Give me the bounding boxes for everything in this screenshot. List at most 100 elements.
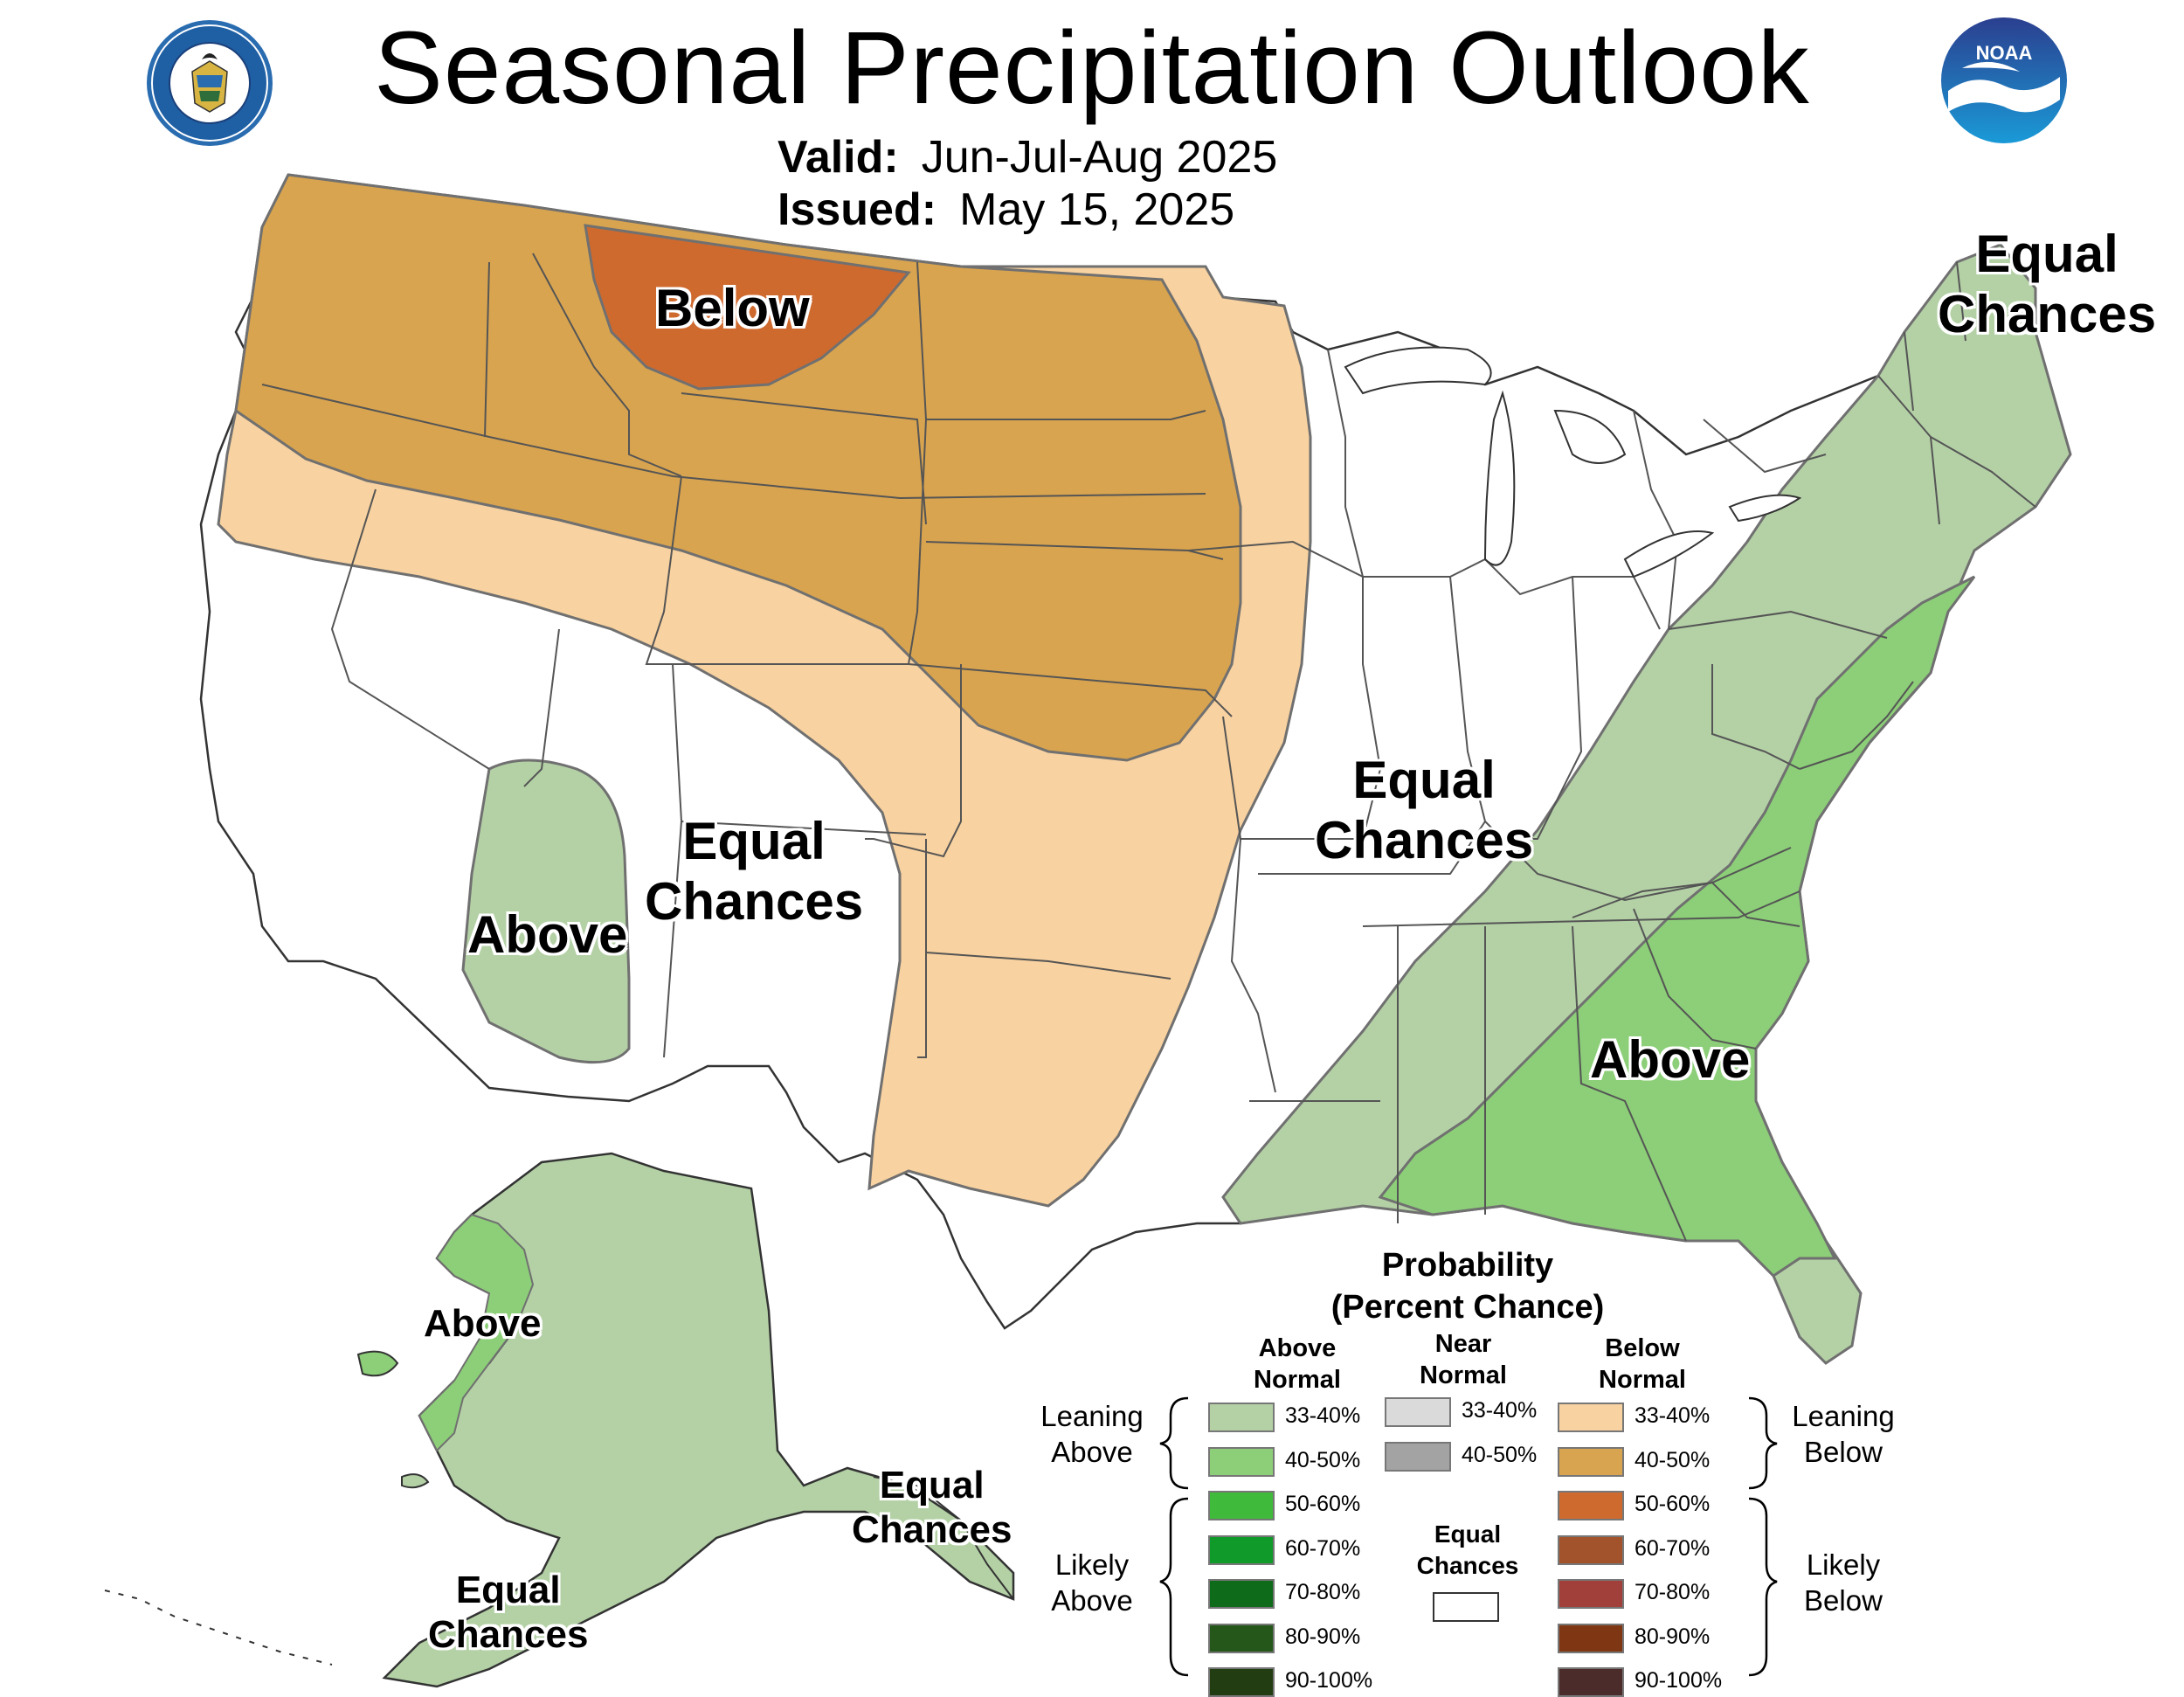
- aleutian-islands: [104, 1590, 333, 1666]
- header-line: Above: [1258, 1334, 1337, 1362]
- valid-period: Valid: Jun-Jul-Aug 2025: [778, 131, 1277, 184]
- legend-label-below-80-90: 80-90%: [1635, 1624, 1711, 1649]
- issued-value: May 15, 2025: [959, 184, 1235, 235]
- legend-swatch-below-80-90: [1558, 1623, 1624, 1653]
- header-line: Normal: [1599, 1366, 1686, 1395]
- map-label-equal-chances-northeast: Equal Chances: [1938, 224, 2156, 344]
- map-label-equal-chances-west: Equal Chances: [645, 811, 863, 932]
- label-line: Equal: [1352, 751, 1496, 809]
- legend-label-above-33-40: 33-40%: [1285, 1403, 1361, 1428]
- alaska-island: [401, 1473, 430, 1489]
- issued-date: Issued: May 15, 2025: [778, 184, 1234, 236]
- label-line: Chances: [852, 1507, 1013, 1551]
- side-line: Likely: [1054, 1548, 1130, 1581]
- map-label-equal-chances-alaska: Equal Chances: [428, 1569, 588, 1657]
- legend-swatch-above-60-70: [1208, 1534, 1275, 1565]
- legend-label-above-70-80: 70-80%: [1285, 1580, 1361, 1604]
- legend-swatch-below-60-70: [1558, 1534, 1624, 1565]
- legend-label-below-90-100: 90-100%: [1635, 1668, 1723, 1693]
- alaska-above-40-50-region: [418, 1213, 535, 1452]
- legend-equal-chances: Equal Chances: [1380, 1519, 1555, 1583]
- legend-left-braces: [1159, 1396, 1189, 1677]
- label-line: Equal: [1975, 225, 2118, 283]
- valid-key: Valid:: [778, 132, 899, 183]
- side-line: Below: [1804, 1436, 1883, 1469]
- legend-near-header: Near Normal: [1376, 1328, 1551, 1392]
- above-40-50-east-region: [1378, 575, 1976, 1278]
- legend-label-below-33-40: 33-40%: [1635, 1403, 1711, 1428]
- map-label-equal-chances-alaska-southeast: Equal Chances: [852, 1464, 1012, 1552]
- label-line: Equal: [682, 812, 826, 870]
- legend-swatch-near-40-50: [1385, 1441, 1451, 1472]
- map-label-above-southwest: Above: [467, 905, 628, 964]
- legend-title-line: Probability: [1381, 1247, 1554, 1284]
- above-33-40-east-region: [1221, 243, 2072, 1365]
- header-line: Normal: [1420, 1361, 1507, 1390]
- legend-label-below-40-50: 40-50%: [1635, 1447, 1711, 1472]
- state-borders: [261, 253, 2036, 1242]
- legend-label-below-50-60: 50-60%: [1635, 1492, 1711, 1516]
- side-line: Leaning: [1040, 1400, 1144, 1432]
- map-label-above-southeast: Above: [1590, 1030, 1751, 1089]
- noaa-logo-icon: NOAA: [1941, 17, 2067, 143]
- legend-likely-below: Likely Below: [1773, 1547, 1913, 1619]
- legend-label-below-60-70: 60-70%: [1635, 1535, 1711, 1561]
- department-of-commerce-seal-icon: [147, 20, 273, 146]
- label-line: Chances: [1315, 811, 1534, 869]
- ec-line: Equal: [1434, 1520, 1502, 1548]
- issued-key: Issued:: [778, 184, 937, 235]
- page-title: Seasonal Precipitation Outlook: [374, 10, 1810, 126]
- side-line: Above: [1051, 1436, 1133, 1469]
- great-lakes: [1344, 346, 1802, 578]
- legend-swatch-above-50-60: [1208, 1491, 1275, 1520]
- header-line: Near: [1434, 1330, 1492, 1358]
- legend-swatch-equal-chances: [1433, 1592, 1499, 1622]
- legend-below-header: Below Normal: [1555, 1333, 1730, 1396]
- legend-swatch-below-33-40: [1558, 1403, 1624, 1432]
- legend-right-braces: [1748, 1396, 1778, 1677]
- legend-label-above-50-60: 50-60%: [1285, 1492, 1361, 1516]
- label-line: Chances: [1938, 285, 2157, 343]
- side-line: Leaning: [1792, 1400, 1895, 1432]
- alaska-panhandle: [873, 1476, 1014, 1600]
- header-line: Normal: [1254, 1366, 1341, 1395]
- header-line: Below: [1605, 1334, 1680, 1362]
- legend-leaning-below: Leaning Below: [1773, 1398, 1913, 1471]
- legend-swatch-near-33-40: [1385, 1397, 1451, 1427]
- map-label-below-north: Below: [655, 279, 810, 337]
- legend-swatch-above-40-50: [1208, 1446, 1275, 1477]
- alaska-island: [356, 1350, 399, 1377]
- below-50-60-region: [584, 224, 911, 391]
- map-label-above-alaska: Above: [424, 1302, 542, 1345]
- legend-label-above-90-100: 90-100%: [1285, 1668, 1373, 1693]
- legend-title-line: (Percent Chance): [1330, 1288, 1605, 1326]
- label-line: Chances: [645, 872, 864, 931]
- legend-title: Probability (Percent Chance): [1241, 1245, 1695, 1328]
- legend-swatch-below-40-50: [1558, 1446, 1624, 1477]
- above-southwest-region: [461, 758, 631, 1064]
- legend-label-near-33-40: 33-40%: [1462, 1398, 1538, 1423]
- legend-swatch-below-50-60: [1558, 1491, 1624, 1520]
- legend-swatch-above-80-90: [1208, 1623, 1275, 1653]
- valid-value: Jun-Jul-Aug 2025: [921, 132, 1278, 183]
- noaa-logo-text: NOAA: [1976, 42, 2033, 64]
- label-line: Chances: [428, 1612, 589, 1656]
- legend-swatch-above-33-40: [1208, 1403, 1275, 1432]
- legend-label-near-40-50: 40-50%: [1462, 1442, 1538, 1467]
- legend-label-above-60-70: 60-70%: [1285, 1535, 1361, 1561]
- legend-swatch-above-70-80: [1208, 1579, 1275, 1609]
- legend-label-above-40-50: 40-50%: [1285, 1447, 1361, 1472]
- label-line: Equal: [455, 1569, 561, 1611]
- side-line: Above: [1051, 1584, 1133, 1617]
- legend-label-below-70-80: 70-80%: [1635, 1580, 1711, 1604]
- side-line: Below: [1804, 1584, 1883, 1617]
- label-line: Equal: [879, 1464, 985, 1507]
- legend-swatch-above-90-100: [1208, 1667, 1275, 1697]
- legend-above-header: Above Normal: [1210, 1333, 1385, 1396]
- legend-likely-above: Likely Above: [1022, 1547, 1162, 1619]
- legend-leaning-above: Leaning Above: [1022, 1398, 1162, 1471]
- legend-swatch-below-70-80: [1558, 1579, 1624, 1609]
- map-label-equal-chances-central: Equal Chances: [1315, 750, 1533, 870]
